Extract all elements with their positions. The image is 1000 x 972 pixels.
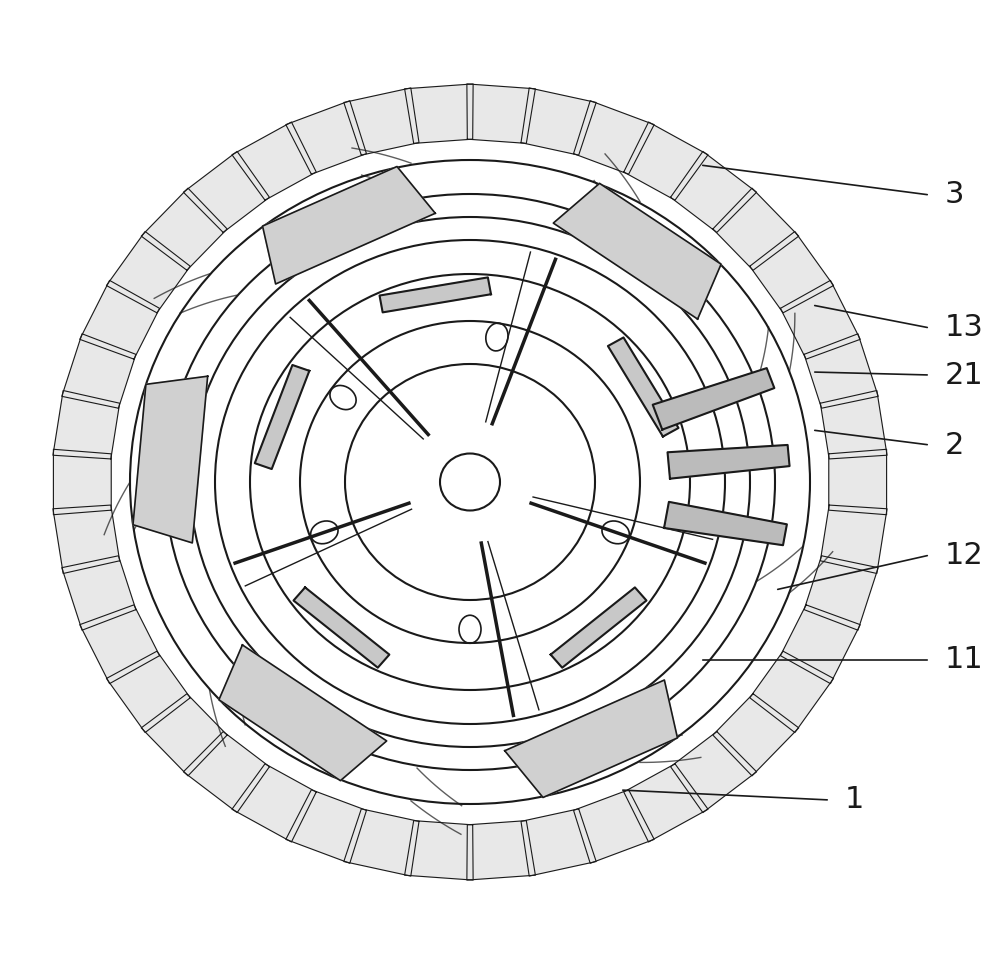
Text: 21: 21	[945, 361, 984, 390]
Polygon shape	[608, 337, 678, 436]
Polygon shape	[467, 820, 535, 880]
Polygon shape	[344, 87, 419, 156]
Polygon shape	[804, 556, 878, 630]
Polygon shape	[780, 605, 860, 683]
Polygon shape	[106, 231, 190, 313]
Polygon shape	[624, 764, 708, 842]
Polygon shape	[53, 391, 120, 459]
Polygon shape	[750, 651, 834, 733]
Polygon shape	[668, 445, 790, 478]
Polygon shape	[829, 449, 887, 515]
Polygon shape	[286, 101, 366, 174]
Polygon shape	[255, 365, 309, 469]
Polygon shape	[53, 449, 111, 515]
Polygon shape	[820, 391, 887, 459]
Polygon shape	[232, 764, 316, 842]
Polygon shape	[671, 152, 757, 232]
Polygon shape	[405, 820, 473, 880]
Polygon shape	[183, 152, 269, 232]
Polygon shape	[380, 277, 491, 312]
Text: 13: 13	[945, 314, 984, 342]
Polygon shape	[106, 651, 190, 733]
Polygon shape	[80, 280, 160, 359]
Polygon shape	[219, 645, 387, 781]
Text: 11: 11	[945, 645, 984, 675]
Polygon shape	[713, 694, 799, 776]
Polygon shape	[671, 732, 757, 813]
Polygon shape	[133, 376, 208, 543]
Polygon shape	[804, 333, 878, 408]
Polygon shape	[263, 166, 435, 284]
Polygon shape	[551, 587, 646, 668]
Polygon shape	[80, 605, 160, 683]
Text: 3: 3	[945, 181, 964, 210]
Polygon shape	[405, 84, 473, 143]
Polygon shape	[344, 809, 419, 876]
Polygon shape	[286, 790, 366, 863]
Polygon shape	[664, 502, 787, 545]
Polygon shape	[574, 101, 654, 174]
Text: 1: 1	[845, 785, 864, 815]
Polygon shape	[53, 505, 120, 573]
Text: 2: 2	[945, 431, 964, 460]
Polygon shape	[141, 189, 227, 270]
Polygon shape	[467, 84, 535, 143]
Polygon shape	[505, 680, 677, 797]
Polygon shape	[62, 556, 136, 630]
Polygon shape	[521, 809, 596, 876]
Polygon shape	[574, 790, 654, 863]
Polygon shape	[521, 87, 596, 156]
Text: 12: 12	[945, 540, 984, 570]
Polygon shape	[183, 732, 269, 813]
Polygon shape	[780, 280, 860, 359]
Polygon shape	[750, 231, 834, 313]
Polygon shape	[624, 122, 708, 200]
Polygon shape	[713, 189, 799, 270]
Polygon shape	[141, 694, 227, 776]
Polygon shape	[294, 587, 389, 668]
Polygon shape	[820, 505, 887, 573]
Polygon shape	[62, 333, 136, 408]
Polygon shape	[232, 122, 316, 200]
Polygon shape	[553, 184, 721, 319]
Polygon shape	[653, 368, 774, 430]
